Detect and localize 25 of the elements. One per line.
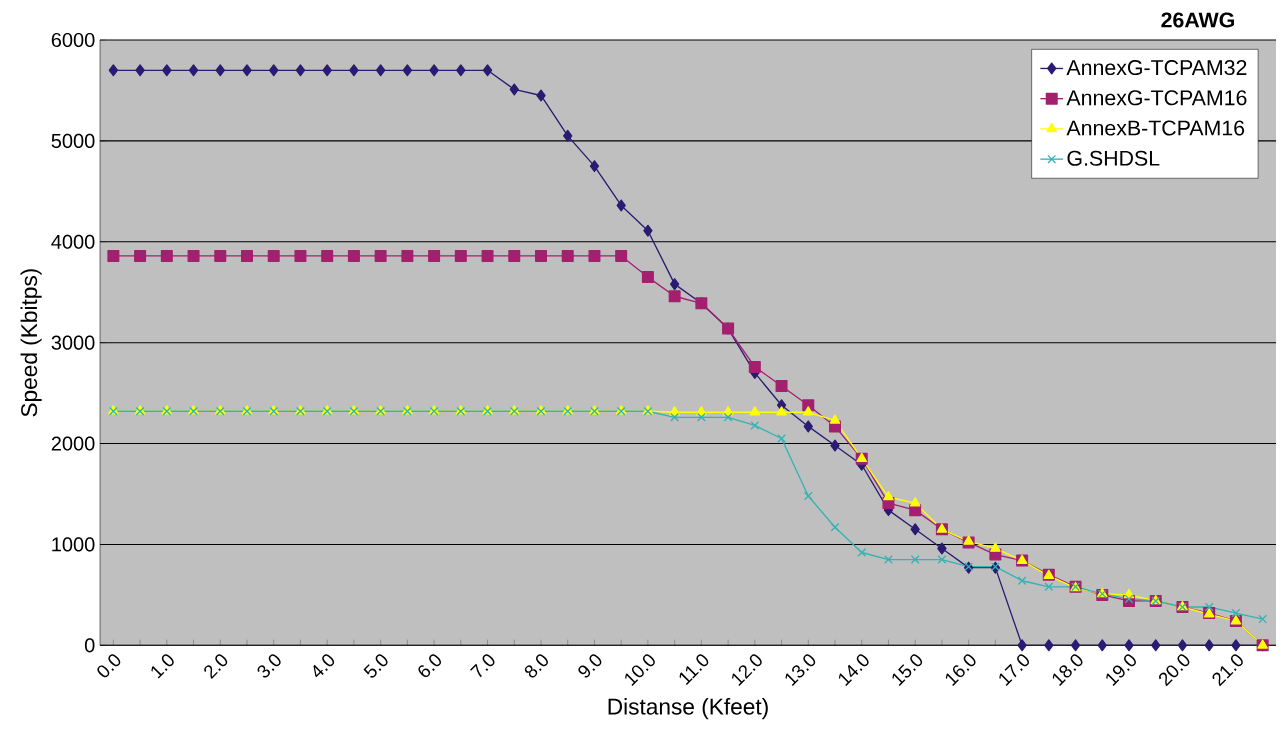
x-tick-label: 6.0: [418, 654, 441, 677]
y-tick-label: 2000: [51, 436, 95, 451]
x-tick-label: 4.0: [313, 654, 335, 678]
y-tick-label: 3000: [51, 335, 95, 350]
x-tick-label: 2.0: [204, 654, 228, 679]
x-tick-label: 3.0: [257, 654, 281, 678]
x-tick-label: 7.0: [470, 654, 495, 678]
legend-label: G.SHDSL: [1067, 150, 1160, 166]
chart-title: 26AWG: [1161, 12, 1234, 28]
y-axis-title: Speed (Kbitps): [20, 268, 42, 417]
x-tick-label: 1.0: [151, 654, 174, 679]
x-axis-title: Distanse (Kfeet): [608, 697, 768, 719]
x-tick-label: 11.0: [679, 654, 709, 685]
x-tick-label: 0.0: [97, 654, 121, 678]
x-tick-label: 8.0: [524, 654, 548, 678]
x-tick-label: 9.0: [578, 654, 602, 678]
legend-label: AnnexG-TCPAM16: [1066, 90, 1247, 106]
y-tick-label: 1000: [52, 537, 95, 552]
y-tick-label: 0: [84, 638, 95, 653]
y-tick-label: 5000: [51, 133, 95, 148]
legend-label: AnnexG-TCPAM32: [1066, 59, 1247, 75]
x-tick-label: 5.0: [363, 654, 388, 678]
y-tick-label: 6000: [51, 32, 95, 47]
y-tick-label: 4000: [51, 234, 95, 249]
legend-label: AnnexB-TCPAM16: [1066, 120, 1245, 136]
